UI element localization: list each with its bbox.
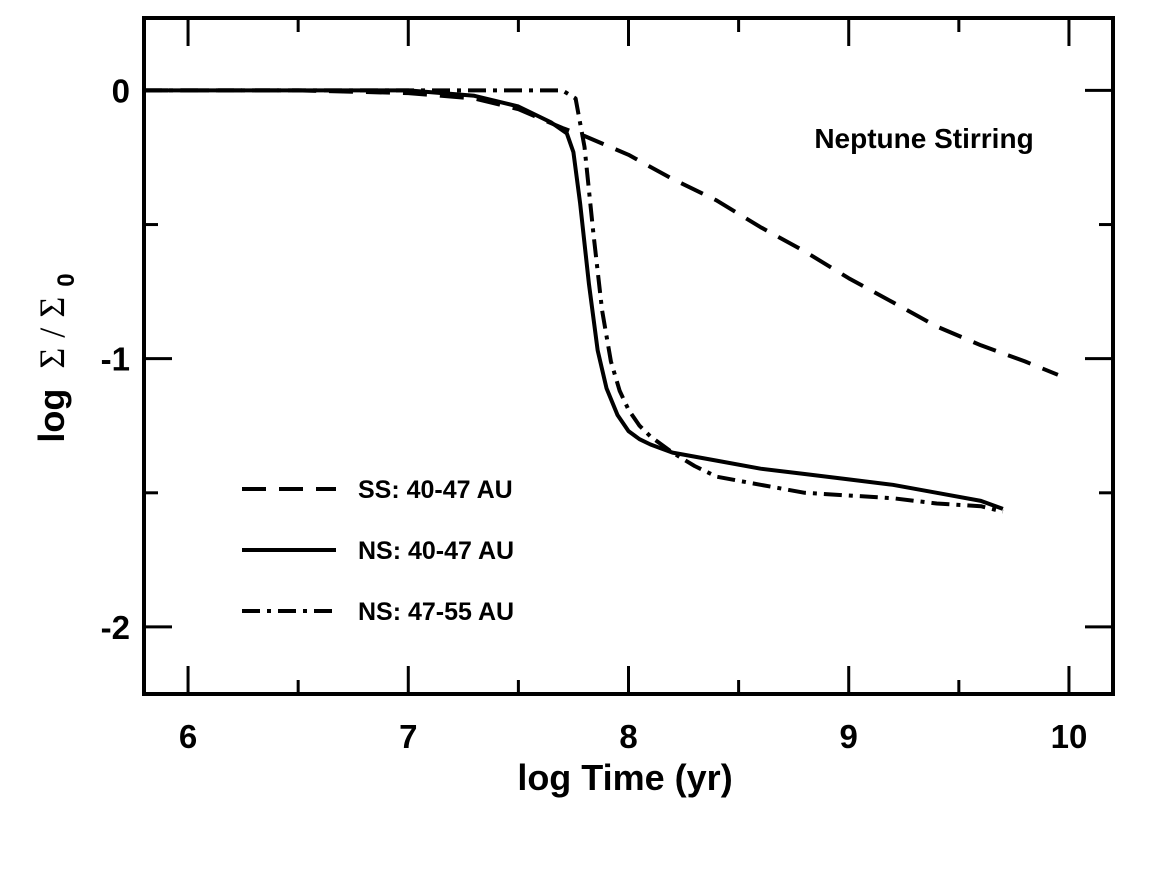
x-tick-label: 8 [619, 718, 637, 755]
x-tick-label: 9 [840, 718, 858, 755]
axis-ticks [144, 18, 1113, 694]
x-tick-label: 6 [179, 718, 197, 755]
annotation-neptune-stirring: Neptune Stirring [814, 123, 1033, 154]
y-tick-label: -1 [101, 341, 130, 378]
legend-label-2: NS: 40-47 AU [358, 537, 514, 565]
y-axis-title-slash: / [32, 328, 72, 338]
y-tick-label: -2 [101, 609, 130, 646]
series-line-1 [144, 88, 1059, 377]
y-axis-title: log Σ / Σ 0 [31, 273, 80, 442]
x-tick-label: 10 [1051, 718, 1088, 755]
y-axis-title-sigma: Σ [32, 348, 72, 369]
y-axis-title-sigma-denominator: Σ [32, 297, 72, 318]
plot-frame [142, 16, 1115, 696]
series-line-3 [144, 88, 1004, 514]
x-tick-label: 7 [399, 718, 417, 755]
series-line-2 [144, 88, 1004, 511]
legend: SS: 40-47 AU NS: 40-47 AU NS: 47-55 AU [242, 476, 514, 626]
y-tick-labels: 0 -1 -2 [101, 72, 130, 646]
x-tick-labels: 6 7 8 9 10 [179, 718, 1087, 755]
legend-label-3: NS: 47-55 AU [358, 598, 514, 626]
legend-label-1: SS: 40-47 AU [358, 476, 513, 504]
y-axis-title-prefix: log [31, 389, 72, 443]
y-tick-label: 0 [112, 72, 130, 109]
y-axis-title-subscript: 0 [53, 273, 80, 286]
x-axis-title: log Time (yr) [517, 757, 732, 798]
plot-content [144, 88, 1059, 514]
